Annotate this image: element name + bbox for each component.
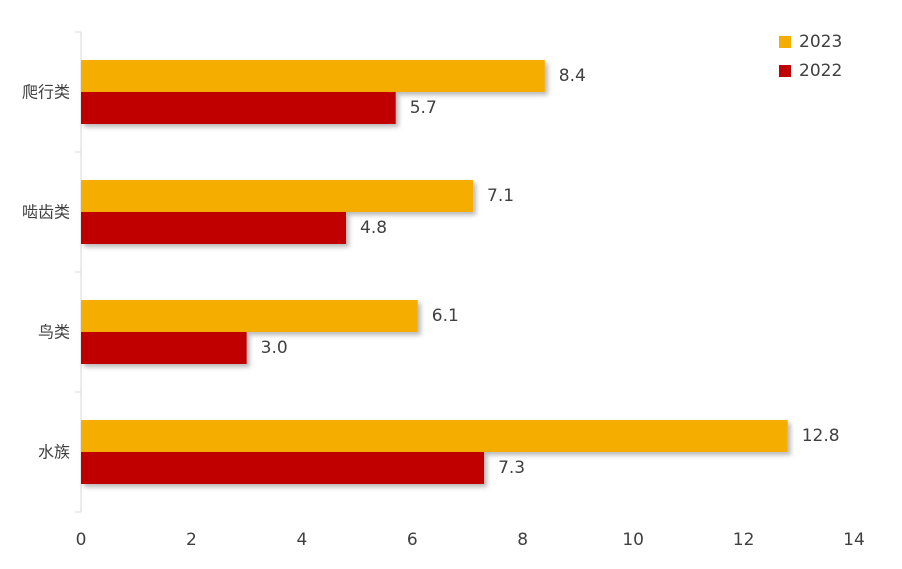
data-label: 12.8 [802, 426, 840, 446]
x-tick-label: 0 [76, 530, 87, 550]
bar-2023-3 [81, 420, 788, 452]
x-tick-label: 2 [186, 530, 197, 550]
x-tick-label: 14 [843, 530, 865, 550]
category-label: 鸟类 [38, 323, 70, 342]
x-tick-label: 8 [517, 530, 528, 550]
data-label: 3.0 [261, 338, 288, 358]
bar-2022-1 [81, 212, 347, 244]
data-label: 6.1 [432, 306, 459, 326]
x-tick-label: 6 [407, 530, 418, 550]
data-label: 5.7 [410, 98, 437, 118]
bar-2022-0 [81, 92, 396, 124]
legend-swatch-2023 [779, 36, 791, 48]
legend-swatch-2022 [779, 65, 791, 77]
data-label: 7.3 [498, 458, 525, 478]
bar-2022-3 [81, 452, 485, 484]
bar-2023-0 [81, 60, 545, 92]
data-label: 7.1 [487, 186, 514, 206]
bar-2023-1 [81, 180, 474, 212]
data-label: 8.4 [559, 66, 586, 86]
x-tick-label: 4 [296, 530, 307, 550]
legend-label: 2023 [799, 32, 842, 52]
x-tick-label: 10 [622, 530, 644, 550]
data-label: 4.8 [360, 218, 387, 238]
x-tick-label: 12 [733, 530, 755, 550]
category-label: 水族 [38, 443, 70, 462]
legend-label: 2022 [799, 61, 842, 81]
bar-2023-2 [81, 300, 418, 332]
category-label: 啮齿类 [22, 203, 70, 222]
bar-2022-2 [81, 332, 247, 364]
category-label: 爬行类 [22, 83, 70, 102]
